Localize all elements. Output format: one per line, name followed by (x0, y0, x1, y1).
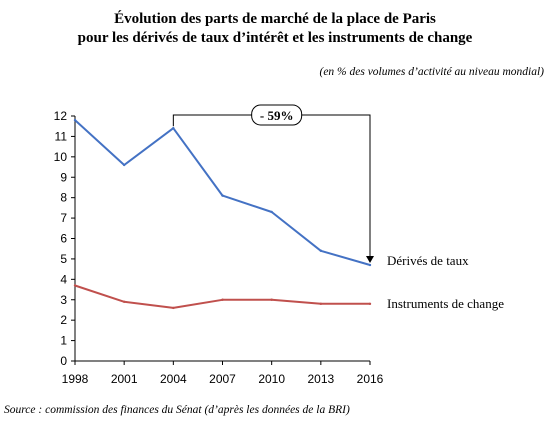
y-tick-label: 4 (60, 272, 67, 286)
y-tick-label: 3 (60, 293, 67, 307)
data-point (172, 127, 175, 130)
data-point (73, 284, 77, 287)
y-tick-label: 6 (60, 232, 67, 246)
data-point (368, 263, 372, 267)
series-label: Dérivés de taux (387, 253, 469, 268)
chart-title-line-1: Évolution des parts de marché de la plac… (114, 11, 436, 27)
chart-title: Évolution des parts de marché de la plac… (0, 10, 550, 48)
data-point (122, 163, 126, 167)
annotation-badge (251, 104, 303, 126)
y-tick-label: 2 (60, 313, 67, 327)
x-tick-label: 1998 (62, 372, 89, 386)
series-label: Instruments de change (387, 296, 504, 311)
annotation-label: - 59% (260, 108, 294, 123)
x-tick-label: 2016 (357, 372, 384, 386)
annotation-arrowhead (366, 256, 374, 264)
y-tick-label: 1 (60, 334, 67, 348)
series-line (74, 284, 370, 309)
x-tick-label: 2007 (209, 372, 236, 386)
x-tick-label: 2004 (160, 372, 187, 386)
y-tick-label: 7 (60, 211, 67, 225)
y-tick-label: 10 (54, 150, 68, 164)
data-point (221, 298, 224, 301)
x-tick-label: 2010 (258, 372, 285, 386)
x-tick-label: 2001 (111, 372, 138, 386)
source-note: Source : commission des finances du Séna… (4, 404, 350, 416)
y-tick-label: 11 (55, 129, 68, 143)
data-point (319, 249, 323, 252)
series-layer: Dérivés de taux Instruments de change (73, 118, 504, 311)
chart-subtitle: (en % des volumes d’activité au niveau m… (319, 66, 544, 78)
annotation-bracket (172, 114, 371, 258)
data-point (172, 306, 175, 310)
data-point (368, 302, 372, 306)
data-point (270, 298, 273, 301)
y-tick-label: 5 (60, 252, 67, 266)
y-tick-label: 0 (60, 354, 67, 368)
y-tick-label: 8 (60, 191, 67, 205)
data-point (221, 194, 224, 197)
data-point (73, 118, 77, 122)
data-point (319, 302, 323, 306)
data-point (270, 210, 273, 214)
y-tick-label: 9 (60, 170, 67, 184)
y-tick-label: 12 (54, 109, 68, 123)
series-line (74, 119, 371, 266)
data-point (122, 300, 126, 303)
annotation-layer: - 59% (172, 104, 374, 264)
x-tick-label: 2013 (307, 372, 334, 386)
chart-title-line-2: pour les dérivés de taux d’intérêt et le… (77, 30, 473, 46)
